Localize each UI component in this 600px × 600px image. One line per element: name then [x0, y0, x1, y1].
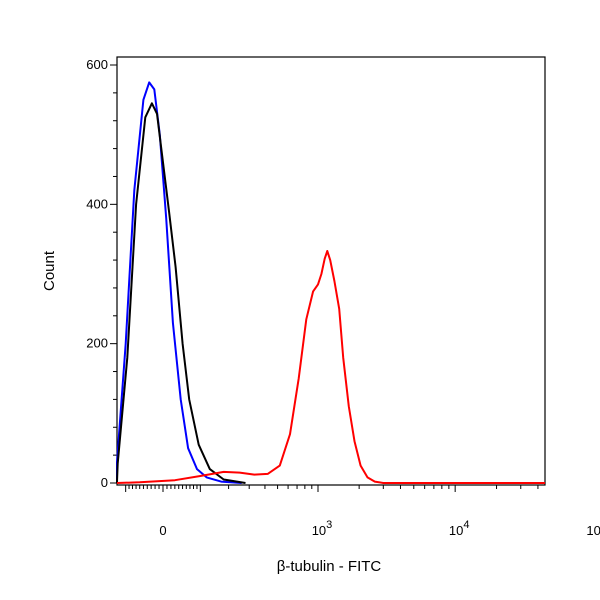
series-lines — [116, 81, 545, 484]
series-line-1 — [116, 102, 246, 484]
x-axis-title: β-tubulin - FITC — [277, 558, 382, 575]
y-tick-label: 0 — [101, 475, 108, 490]
plot-frame — [116, 56, 546, 486]
y-tick-label: 400 — [86, 196, 108, 211]
y-tick-label: 600 — [86, 57, 108, 72]
x-tick-label: 0 — [159, 523, 166, 538]
series-line-0 — [116, 81, 242, 484]
x-axis: 0 103 104 105 — [125, 485, 600, 538]
x-tick-label: 103 — [312, 519, 333, 538]
y-axis-title: Count — [41, 250, 58, 291]
x-tick-label: 105 — [586, 519, 600, 538]
y-axis: 0 200 400 600 — [86, 57, 117, 490]
x-tick-label: 104 — [449, 519, 470, 538]
y-tick-label: 200 — [86, 336, 108, 351]
series-line-2 — [116, 250, 545, 484]
